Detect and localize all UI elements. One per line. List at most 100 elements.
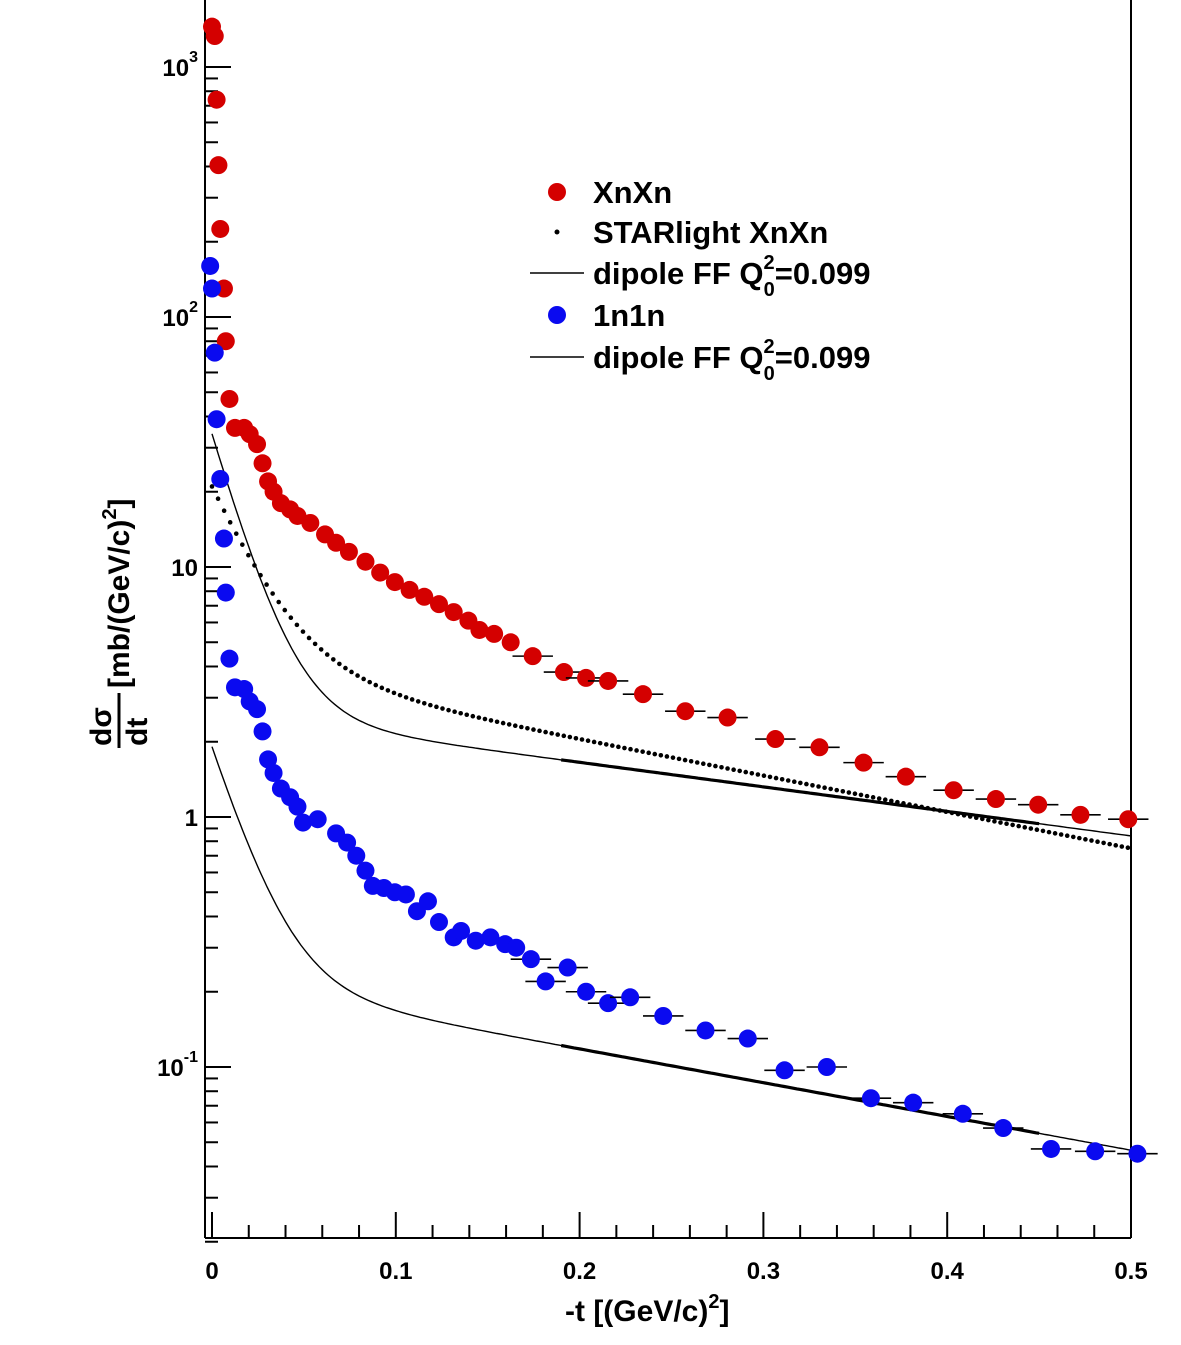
y-axis-title-numerator: dσ [85,707,118,746]
starlight-point [743,769,749,775]
starlight-point [591,739,597,745]
x-tick-label: 0.2 [563,1258,596,1285]
xnxn-point [339,542,358,561]
starlight-point [324,652,330,657]
xnxn-point [810,738,829,757]
y-tick-label: 10 [171,555,198,582]
starlight-point [361,676,366,682]
starlight-point [682,757,688,763]
xnxn-point [400,580,419,599]
1n1n-point [264,763,283,782]
1n1n-point [507,938,526,957]
starlight-point [1095,839,1100,845]
starlight-point [664,754,670,759]
1n1n-point [356,861,375,880]
starlight-point [1070,834,1076,840]
starlight-point [409,697,415,702]
starlight-point [676,756,682,762]
starlight-point [385,688,391,693]
y-tick-label: 102 [162,299,198,332]
starlight-point [834,787,840,793]
xnxn-point [554,663,573,682]
xnxn-point [896,767,915,786]
starlight-point [300,629,306,634]
starlight-point [306,635,312,641]
starlight-point [397,692,403,698]
starlight-point [816,784,821,789]
starlight-point [282,607,288,613]
1n1n-point [418,892,437,911]
xnxn-point [854,753,873,772]
1n1n-point [452,921,471,940]
xnxn-point [1119,810,1138,829]
1n1n-point [347,846,366,865]
xnxn-point [253,454,272,473]
1n1n-point [621,988,640,1007]
legend-item-1-label: XnXn [593,175,672,210]
y-axis-title-unit: [mb/(GeV/c)2] [99,499,136,688]
starlight-point [391,690,397,696]
starlight-point [246,552,251,558]
1n1n-point [288,797,307,816]
starlight-point [822,785,827,791]
starlight-point [1040,828,1046,834]
starlight-point [804,781,809,787]
starlight-point [810,783,815,788]
starlight-point [858,792,864,798]
starlight-point [331,657,336,662]
1n1n-point [203,279,221,298]
xnxn-point [1029,795,1048,814]
xnxn-point [209,156,228,175]
starlight-point [537,728,542,734]
legend-item-2-marker [554,229,560,235]
starlight-point [1107,841,1112,847]
starlight-point [355,673,360,678]
1n1n-point [1128,1144,1147,1163]
1n1n-point [738,1029,757,1048]
starlight-point [700,761,706,766]
starlight-point [1010,822,1015,828]
y-tick-label: 103 [162,49,198,82]
1n1n-point [953,1104,972,1123]
starlight-point [233,531,239,536]
starlight-point [719,764,724,770]
starlight-point [561,733,567,739]
starlight-point [713,763,718,769]
starlight-point [367,679,373,685]
1n1n-point [216,583,235,602]
starlight-point [670,755,676,760]
1n1n-point [521,950,540,969]
starlight-point [1022,825,1028,830]
starlight-point [603,742,609,747]
fit-curve-band [561,758,1040,826]
starlight-point [1125,845,1131,851]
xnxn-point [207,90,226,109]
starlight-point [482,716,488,722]
starlight-point [579,737,585,742]
xnxn-point [356,552,375,571]
1n1n-point [214,529,233,548]
1n1n-point [201,256,220,275]
1n1n-point [577,982,596,1001]
starlight-point [294,622,300,628]
starlight-point [506,722,512,727]
starlight-point [312,641,318,647]
starlight-point [1119,844,1125,849]
1n1n-point [904,1093,923,1112]
starlight-point [779,777,785,782]
starlight-point [215,496,221,502]
1n1n-point [211,469,230,488]
starlight-point [755,772,761,777]
1n1n-point [654,1006,673,1025]
starlight-point [525,725,530,731]
1n1n-point [1042,1139,1061,1158]
starlight-point [531,727,536,732]
starlight-point [889,798,894,804]
starlight-point [543,729,548,735]
x-tick-label: 0.5 [1114,1258,1147,1285]
starlight-point [549,731,554,736]
starlight-point [221,508,227,513]
1n1n-point [861,1089,880,1108]
starlight-point [840,789,846,794]
y-axis-title-denominator: dt [121,718,154,746]
